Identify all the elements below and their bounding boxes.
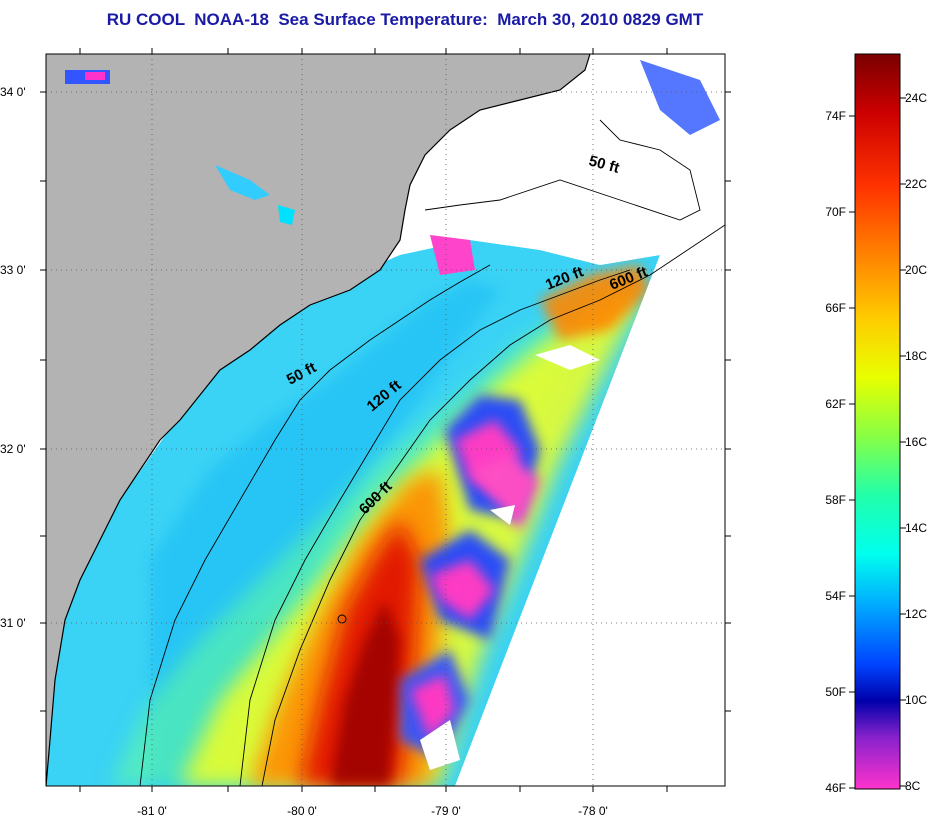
colorbar-f-label: 66F xyxy=(825,301,846,315)
colorbar-f-label: 58F xyxy=(825,493,846,507)
lat-label-32: 32 0' xyxy=(0,442,26,456)
land-mass xyxy=(46,54,590,786)
colorbar-c-label: 8C xyxy=(905,779,921,793)
colorbar-c-label: 20C xyxy=(905,263,927,277)
map-title: RU COOL NOAA-18 Sea Surface Temperature:… xyxy=(106,10,704,29)
lon-label-78: -78 0' xyxy=(578,804,608,817)
colorbar-c-label: 22C xyxy=(905,177,927,191)
colorbar: 74F 70F 66F 62F 58F 54F 50F 46F 24C 22C … xyxy=(825,53,927,795)
lat-label-33: 33 0' xyxy=(0,263,26,277)
lat-label-34: 34 0' xyxy=(0,85,26,99)
cloud-region xyxy=(405,54,725,265)
colorbar-c-label: 10C xyxy=(905,693,927,707)
colorbar-c-label: 14C xyxy=(905,521,927,535)
colorbar-c-label: 12C xyxy=(905,607,927,621)
colorbar-c-label: 18C xyxy=(905,349,927,363)
colorbar-f-label: 54F xyxy=(825,589,846,603)
lat-label-31: 31 0' xyxy=(0,616,26,630)
colorbar-f-label: 70F xyxy=(825,205,846,219)
sst-swath xyxy=(46,210,725,786)
graticule xyxy=(46,54,725,786)
axis-ticks xyxy=(40,48,731,792)
colorbar-f-label: 46F xyxy=(825,781,846,795)
inland-water-patches xyxy=(65,60,720,275)
plot-frame xyxy=(45,53,726,787)
colorbar-gradient xyxy=(854,53,901,790)
lon-label-81: -81 0' xyxy=(137,804,167,817)
colorbar-f-label: 50F xyxy=(825,685,846,699)
colorbar-c-label: 16C xyxy=(905,435,927,449)
lon-label-80: -80 0' xyxy=(287,804,317,817)
colorbar-f-label: 74F xyxy=(825,109,846,123)
lon-label-79: -79 0' xyxy=(431,804,461,817)
coastline xyxy=(46,54,591,786)
isobaths xyxy=(139,119,725,786)
colorbar-f-label: 62F xyxy=(825,397,846,411)
colorbar-c-label: 24C xyxy=(905,91,927,105)
